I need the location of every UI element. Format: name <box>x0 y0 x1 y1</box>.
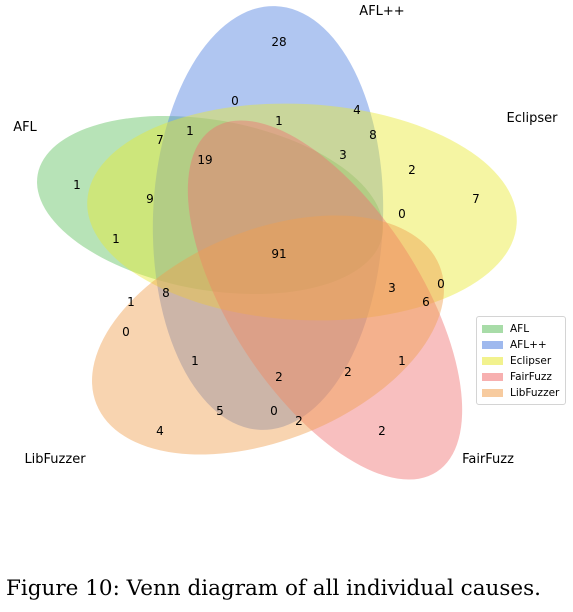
ellipse-aflpp <box>152 6 384 430</box>
legend-item-afl: AFL <box>477 321 565 337</box>
legend-item-aflpp: AFL++ <box>477 337 565 353</box>
set-label-eclipser: Eclipser <box>507 111 559 126</box>
region-count: 6 <box>422 295 430 309</box>
region-count: 1 <box>127 295 135 309</box>
legend-swatch <box>482 341 503 349</box>
region-count: 28 <box>271 35 286 49</box>
legend-item-eclipser: Eclipser <box>477 353 565 369</box>
region-count: 0 <box>231 94 239 108</box>
region-count: 0 <box>270 404 278 418</box>
region-count: 2 <box>408 163 416 177</box>
legend-item-libfuzzer: LibFuzzer <box>477 385 565 401</box>
region-count: 0 <box>122 325 130 339</box>
region-count: 4 <box>353 103 361 117</box>
region-count: 1 <box>112 232 120 246</box>
region-count: 8 <box>162 286 170 300</box>
region-count: 5 <box>216 404 224 418</box>
legend-label: LibFuzzer <box>510 387 560 399</box>
region-count: 2 <box>295 414 303 428</box>
region-count: 0 <box>437 277 445 291</box>
region-count: 2 <box>275 370 283 384</box>
region-count: 0 <box>398 207 406 221</box>
venn-diagram: AFLAFL++EclipserFairFuzzLibFuzzer2804171… <box>13 4 558 480</box>
legend-swatch <box>482 373 503 381</box>
region-count: 19 <box>197 153 212 167</box>
region-count: 3 <box>388 281 396 295</box>
legend-swatch <box>482 389 503 397</box>
set-labels: AFL AFL++ Eclipser FairFuzz LibFuzzer <box>13 4 558 467</box>
set-label-afl: AFL <box>13 120 37 135</box>
region-count: 8 <box>369 128 377 142</box>
legend-label: AFL++ <box>510 339 547 351</box>
ellipse-fairfuzz <box>187 120 463 480</box>
ellipse-libfuzzer <box>92 215 444 455</box>
region-count: 4 <box>156 424 164 438</box>
region-count: 1 <box>73 178 81 192</box>
region-count: 2 <box>378 424 386 438</box>
set-label-libfuzzer: LibFuzzer <box>24 452 86 467</box>
region-count: 7 <box>156 133 164 147</box>
legend-swatch <box>482 325 503 333</box>
region-count: 1 <box>275 114 283 128</box>
legend-swatch <box>482 357 503 365</box>
set-label-aflpp: AFL++ <box>359 4 404 19</box>
legend-label: FairFuzz <box>510 371 552 383</box>
legend-label: AFL <box>510 323 530 335</box>
region-count: 1 <box>191 354 199 368</box>
region-count: 2 <box>344 365 352 379</box>
legend-item-fairfuzz: FairFuzz <box>477 369 565 385</box>
region-count: 9 <box>146 192 154 206</box>
set-label-fairfuzz: FairFuzz <box>462 452 514 467</box>
venn-ellipses <box>37 6 517 480</box>
region-counts: 28 0 4 1 7 1 8 19 3 2 1 7 9 0 1 91 0 3 6 1 8 0 1 1 2 2 4 5 2 0 2 <box>73 35 480 438</box>
legend-label: Eclipser <box>510 355 552 367</box>
region-count: 3 <box>339 148 347 162</box>
region-count: 91 <box>271 247 286 261</box>
ellipse-afl <box>37 115 383 295</box>
ellipse-eclipser <box>87 103 517 321</box>
region-count: 1 <box>398 354 406 368</box>
legend: AFL AFL++ Eclipser FairFuzz LibFuzzer <box>476 316 566 405</box>
region-count: 7 <box>472 192 480 206</box>
figure-caption: Figure 10: Venn diagram of all individua… <box>6 576 542 601</box>
region-count: 1 <box>186 124 194 138</box>
